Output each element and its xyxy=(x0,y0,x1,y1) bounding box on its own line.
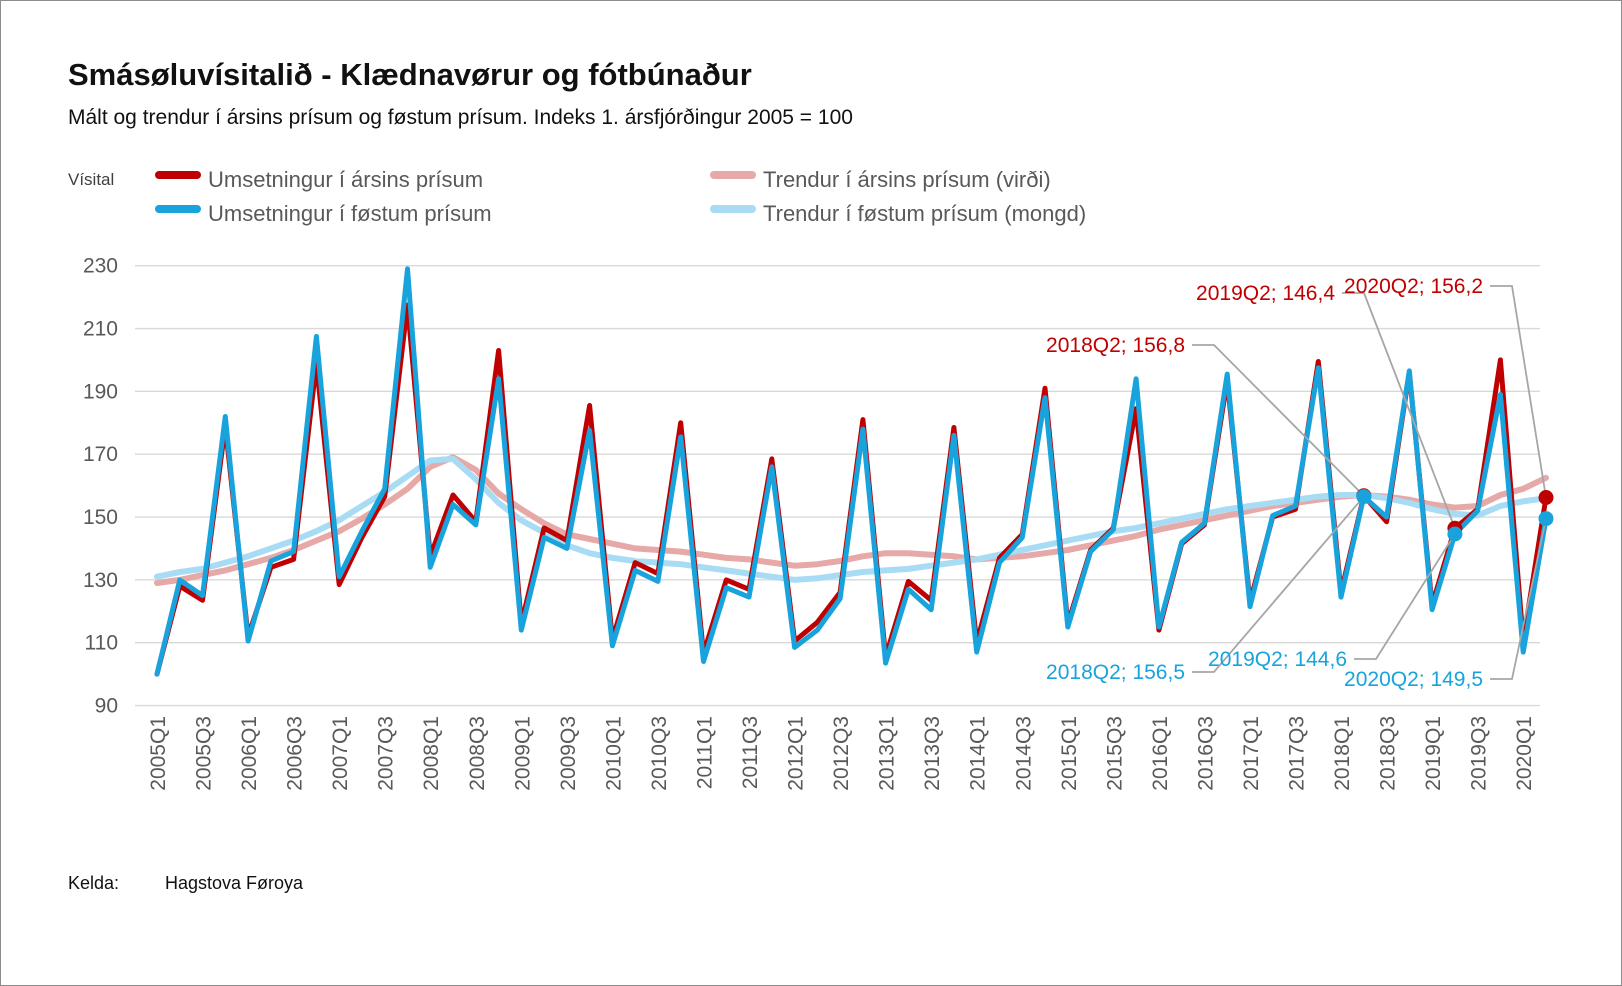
legend-label-value-series: Umsetningur í ársins prísum xyxy=(208,167,483,192)
x-tick-label: 2005Q3 xyxy=(193,716,216,791)
x-tick-label: 2009Q3 xyxy=(557,716,580,791)
legend-swatch-value-trend xyxy=(710,171,756,179)
x-tick-label: 2005Q1 xyxy=(147,716,170,791)
annotation-leader-line xyxy=(1192,344,1365,497)
series-line-2 xyxy=(154,454,1549,586)
chart-subtitle: Mált og trendur í ársins prísum og føstu… xyxy=(68,106,853,129)
x-tick-label: 2011Q3 xyxy=(739,716,762,789)
x-tick-label: 2008Q1 xyxy=(420,716,443,791)
x-tick-label: 2020Q1 xyxy=(1513,716,1536,791)
source-value: Hagstova Føroya xyxy=(165,873,304,893)
page-title: Smásøluvísitalið - Klædnavørur og fótbún… xyxy=(68,57,752,92)
legend-swatch-value-series xyxy=(155,171,201,179)
y-tick-label: 110 xyxy=(85,632,118,655)
legend-item-value-series: Umsetningur í ársins prísum xyxy=(155,167,483,192)
x-tick-label: 2010Q1 xyxy=(602,716,625,791)
data-point-marker xyxy=(1538,490,1554,505)
x-tick-label: 2013Q1 xyxy=(876,716,899,791)
x-tick-label: 2007Q1 xyxy=(329,716,352,791)
x-tick-label: 2018Q1 xyxy=(1331,716,1354,791)
legend-label-value-trend: Trendur í ársins prísum (virði) xyxy=(763,167,1051,192)
x-tick-label: 2009Q1 xyxy=(511,716,534,791)
y-axis-title: Vísital xyxy=(68,170,114,189)
x-tick-label: 2007Q3 xyxy=(375,716,398,791)
annotation-leader-lines xyxy=(1192,285,1547,680)
x-tick-label: 2016Q3 xyxy=(1194,716,1217,791)
annotation-label: 2020Q2; 149,5 xyxy=(1344,668,1483,691)
annotation-leader-line xyxy=(1490,518,1547,680)
annotation-label: 2020Q2; 156,2 xyxy=(1344,275,1483,298)
y-tick-label: 130 xyxy=(83,569,118,592)
y-tick-label: 210 xyxy=(83,318,118,341)
x-tick-label: 2008Q3 xyxy=(466,716,489,791)
x-tick-label: 2016Q1 xyxy=(1149,716,1172,791)
legend-label-volume-series: Umsetningur í føstum prísum xyxy=(208,201,492,226)
annotation-leader-line xyxy=(1342,292,1456,529)
y-tick-label: 90 xyxy=(95,695,118,718)
legend-item-value-trend: Trendur í ársins prísum (virði) xyxy=(710,167,1051,192)
legend-swatch-volume-series xyxy=(155,205,201,213)
x-tick-label: 2012Q1 xyxy=(785,716,808,791)
series-lines xyxy=(154,266,1549,677)
x-tick-label: 2006Q3 xyxy=(284,716,307,791)
legend-item-volume-series: Umsetningur í føstum prísum xyxy=(155,201,492,226)
annotation-leader-line xyxy=(1192,496,1365,673)
x-tick-label: 2014Q1 xyxy=(967,716,990,791)
x-tick-label: 2015Q3 xyxy=(1103,716,1126,791)
annotation-labels: 2018Q2; 156,8 2019Q2; 146,4 2020Q2; 156,2 2… xyxy=(1046,275,1483,691)
x-tick-label: 2013Q3 xyxy=(921,716,944,791)
data-point-marker xyxy=(1447,526,1463,542)
x-tick-label: 2011Q1 xyxy=(693,716,716,789)
y-tick-label: 150 xyxy=(83,506,118,529)
annotation-label: 2019Q2; 146,4 xyxy=(1196,282,1335,305)
y-axis-tick-labels: 90 110 130 150 170 190 210 230 xyxy=(83,255,118,718)
annotation-leader-line xyxy=(1354,533,1456,660)
legend-swatch-volume-trend xyxy=(710,205,756,213)
source-label: Kelda: xyxy=(68,873,119,893)
annotation-label: 2018Q2; 156,8 xyxy=(1046,334,1185,357)
x-tick-label: 2006Q1 xyxy=(238,716,261,791)
legend-item-volume-trend: Trendur í føstum prísum (mongd) xyxy=(710,201,1086,226)
legend: Umsetningur í ársins prísum Umsetningur … xyxy=(155,167,1086,226)
x-tick-label: 2018Q3 xyxy=(1377,716,1400,791)
x-tick-label: 2019Q3 xyxy=(1468,716,1491,791)
legend-label-volume-trend: Trendur í føstum prísum (mongd) xyxy=(763,201,1086,226)
data-point-marker xyxy=(1538,511,1554,527)
x-tick-label: 2010Q3 xyxy=(648,716,671,791)
annotation-label: 2018Q2; 156,5 xyxy=(1046,661,1185,684)
data-point-markers xyxy=(1356,488,1554,542)
annotation-leader-line xyxy=(1490,285,1547,498)
data-point-marker xyxy=(1356,489,1372,505)
x-tick-label: 2019Q1 xyxy=(1422,716,1445,791)
x-tick-label: 2015Q1 xyxy=(1058,716,1081,791)
x-tick-label: 2014Q3 xyxy=(1012,716,1035,791)
x-tick-label: 2017Q3 xyxy=(1286,716,1309,791)
y-tick-label: 170 xyxy=(83,443,118,466)
x-tick-label: 2017Q1 xyxy=(1240,716,1263,791)
annotation-label: 2019Q2; 144,6 xyxy=(1208,648,1347,671)
y-tick-label: 230 xyxy=(83,255,118,278)
y-tick-label: 190 xyxy=(83,380,118,403)
series-line-1 xyxy=(154,266,1549,677)
series-line-3 xyxy=(154,455,1549,583)
x-tick-label: 2012Q3 xyxy=(830,716,853,791)
x-axis-tick-labels: 2005Q1 2005Q3 2006Q1 2006Q3 2007Q1 2007Q3 2008… xyxy=(147,716,1536,791)
